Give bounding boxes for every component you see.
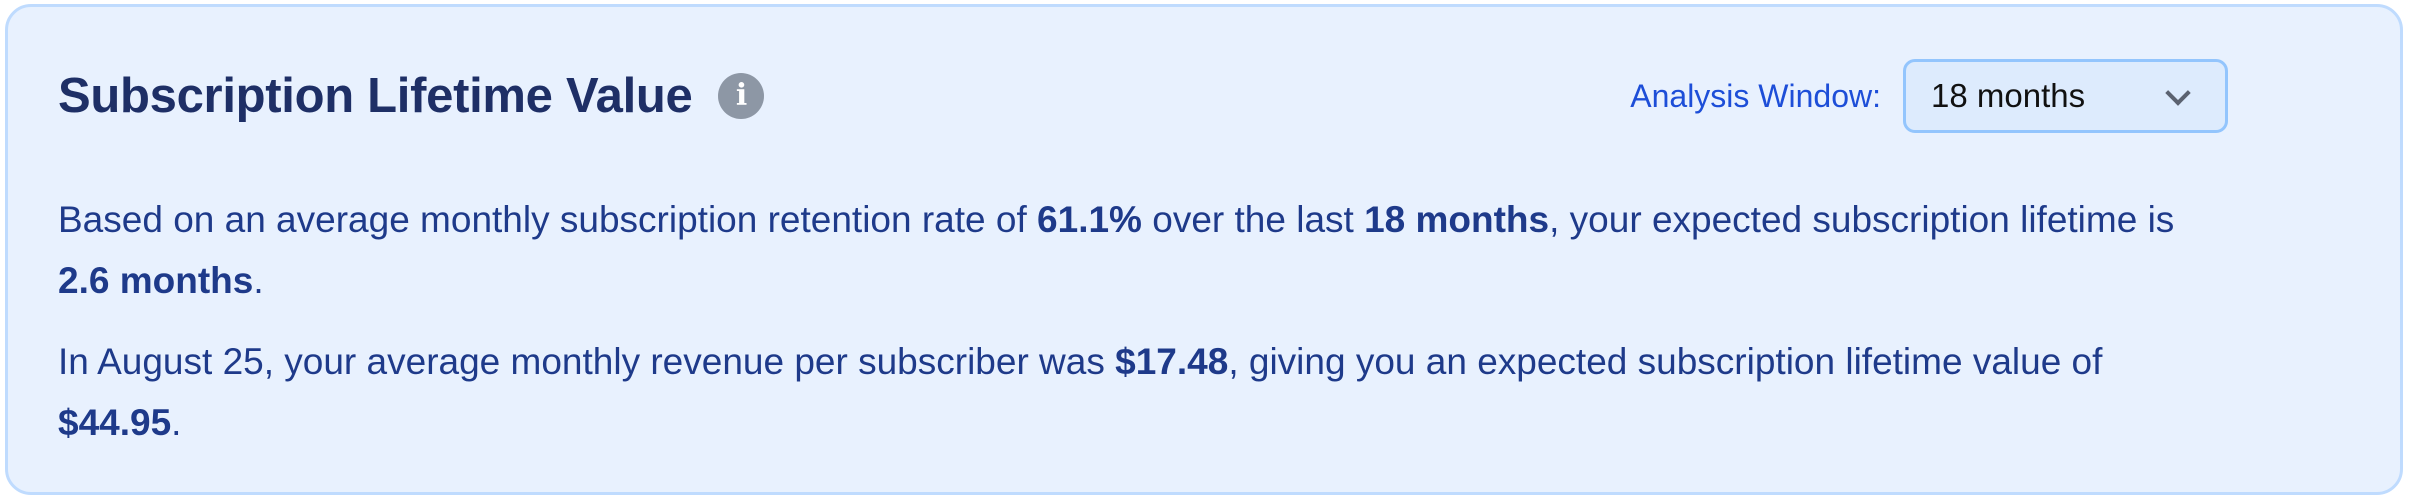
ltv-summary: In August 25, your average monthly reven… xyxy=(58,331,2218,453)
text: In August 25, your average monthly reven… xyxy=(58,341,1116,382)
lifetime-value: $44.95 xyxy=(58,402,172,443)
window-value: 18 months xyxy=(1364,199,1550,240)
ltv-card: Subscription Lifetime Value i Analysis W… xyxy=(5,4,2403,495)
analysis-window-control: Analysis Window: 18 months xyxy=(1630,59,2228,133)
revenue-per-subscriber: $17.48 xyxy=(1115,341,1229,382)
analysis-window-label: Analysis Window: xyxy=(1630,77,1881,114)
retention-rate: 61.1% xyxy=(1037,199,1142,240)
analysis-window-select[interactable]: 18 months xyxy=(1903,59,2228,133)
page-title: Subscription Lifetime Value xyxy=(58,69,693,123)
text: . xyxy=(171,402,182,443)
text: , your expected subscription lifetime is xyxy=(1549,199,2175,240)
text: Based on an average monthly subscription… xyxy=(58,199,1038,240)
text: , giving you an expected subscription li… xyxy=(1228,341,2103,382)
retention-summary: Based on an average monthly subscription… xyxy=(58,189,2218,311)
text: over the last xyxy=(1141,199,1365,240)
card-top-row: Subscription Lifetime Value i Analysis W… xyxy=(58,57,2350,135)
lifetime-value-months: 2.6 months xyxy=(58,260,254,301)
info-icon[interactable]: i xyxy=(718,73,765,119)
chevron-down-icon xyxy=(2165,80,2191,106)
text: . xyxy=(253,260,264,301)
card-header: Subscription Lifetime Value i xyxy=(58,68,765,124)
analysis-window-value: 18 months xyxy=(1931,77,2086,114)
